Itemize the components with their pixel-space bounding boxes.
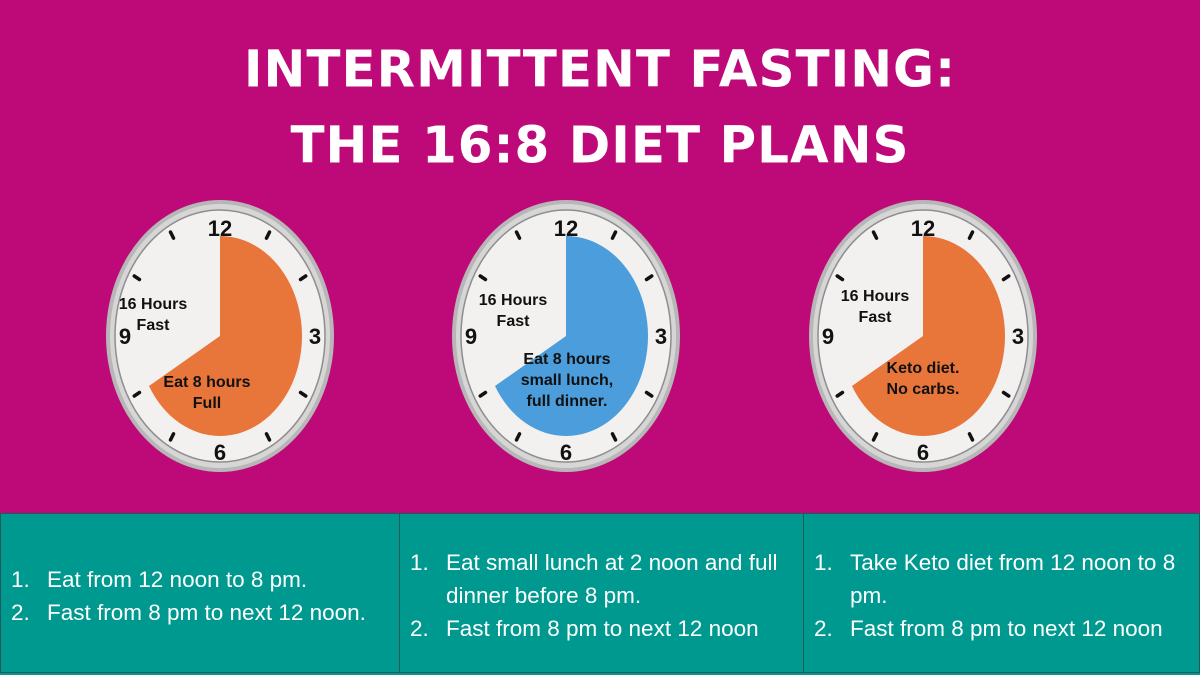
plan-cell-3: 1. Take Keto diet from 12 noon to 8 pm. 2…	[803, 513, 1200, 673]
hour-tick	[644, 274, 654, 282]
fast-label: 16 Hours Fast	[119, 296, 188, 334]
clock-number: 12	[208, 216, 232, 241]
hour-tick	[132, 390, 142, 398]
eat-label: Eat 8 hours small lunch, full dinner.	[521, 351, 613, 410]
hour-tick	[644, 390, 654, 398]
hour-tick	[298, 390, 308, 398]
clock-number: 6	[917, 440, 929, 465]
clock-number: 9	[822, 324, 834, 349]
hour-tick	[835, 274, 845, 282]
hour-tick	[967, 230, 975, 240]
item-number: 1.	[11, 567, 30, 592]
item-text: Fast from 8 pm to next 12 noon.	[47, 600, 366, 625]
eat-label: Keto diet. No carbs.	[887, 360, 960, 398]
title-line-1: INTERMITTENT FASTING:	[243, 39, 957, 99]
plan-item: 2. Fast from 8 pm to next 12 noon	[410, 612, 802, 645]
title-line-2: THE 16:8 DIET PLANS	[290, 115, 910, 175]
plans-panel: 1. Eat from 12 noon to 8 pm. 2. Fast from …	[0, 513, 1200, 675]
fast-label: 16 Hours Fast	[479, 292, 548, 330]
clock-number: 12	[911, 216, 935, 241]
eat-label: Eat 8 hours Full	[163, 374, 250, 412]
clock-number: 6	[214, 440, 226, 465]
clock-number: 3	[1012, 324, 1024, 349]
hour-tick	[514, 230, 522, 240]
item-text: Fast from 8 pm to next 12 noon	[850, 616, 1163, 641]
hour-tick	[871, 432, 879, 442]
item-text: Eat small lunch at 2 noon and full dinne…	[446, 550, 778, 608]
plan-item: 2. Fast from 8 pm to next 12 noon	[814, 612, 1198, 645]
item-number: 1.	[814, 550, 833, 575]
hour-tick	[478, 390, 488, 398]
hour-tick	[168, 432, 176, 442]
item-number: 2.	[11, 600, 30, 625]
clock-number: 3	[655, 324, 667, 349]
hour-tick	[132, 274, 142, 282]
hour-tick	[835, 390, 845, 398]
clock-number: 6	[560, 440, 572, 465]
eating-window-sector	[851, 236, 1005, 436]
clock-number: 12	[554, 216, 578, 241]
hour-tick	[168, 230, 176, 240]
clock-keto: 12 3 6 9 16 Hours Fast Keto diet. No carbs.	[809, 200, 1037, 472]
hour-tick	[1001, 274, 1011, 282]
hour-tick	[610, 432, 618, 442]
hour-tick	[967, 432, 975, 442]
hour-tick	[610, 230, 618, 240]
clock-full-meal: 12 3 6 916 Hours Fast Eat 8 hours Full	[106, 200, 334, 472]
clock-number: 3	[309, 324, 321, 349]
item-number: 2.	[814, 616, 833, 641]
fast-label: 16 Hours Fast	[841, 288, 910, 326]
eating-window-sector	[148, 236, 302, 436]
hour-tick	[478, 274, 488, 282]
item-text: Eat from 12 noon to 8 pm.	[47, 567, 308, 592]
clock-small-lunch-full-dinner: 12 3 6 916 Hours Fast Eat 8 hours small lunch,…	[452, 200, 680, 472]
clock-number: 9	[119, 324, 131, 349]
plan-list-1: 1. Eat from 12 noon to 8 pm. 2. Fast from …	[11, 563, 366, 629]
item-text: Fast from 8 pm to next 12 noon	[446, 616, 759, 641]
plan-list-3: 1. Take Keto diet from 12 noon to 8 pm. 2…	[814, 546, 1198, 645]
plan-item: 2. Fast from 8 pm to next 12 noon.	[11, 596, 366, 629]
plan-item: 1. Eat from 12 noon to 8 pm.	[11, 563, 366, 596]
hour-tick	[514, 432, 522, 442]
item-number: 2.	[410, 616, 429, 641]
plan-item: 1. Take Keto diet from 12 noon to 8 pm.	[814, 546, 1198, 612]
plan-list-2: 1. Eat small lunch at 2 noon and full din…	[410, 546, 802, 645]
hour-tick	[264, 230, 272, 240]
item-number: 1.	[410, 550, 429, 575]
hour-tick	[264, 432, 272, 442]
plan-cell-2: 1. Eat small lunch at 2 noon and full din…	[399, 513, 804, 673]
item-text: Take Keto diet from 12 noon to 8 pm.	[850, 550, 1176, 608]
plan-item: 1. Eat small lunch at 2 noon and full din…	[410, 546, 802, 612]
clock-number: 9	[465, 324, 477, 349]
hour-tick	[871, 230, 879, 240]
hour-tick	[1001, 390, 1011, 398]
hour-tick	[298, 274, 308, 282]
eating-window-sector	[494, 236, 648, 436]
plan-cell-1: 1. Eat from 12 noon to 8 pm. 2. Fast from …	[0, 513, 400, 673]
